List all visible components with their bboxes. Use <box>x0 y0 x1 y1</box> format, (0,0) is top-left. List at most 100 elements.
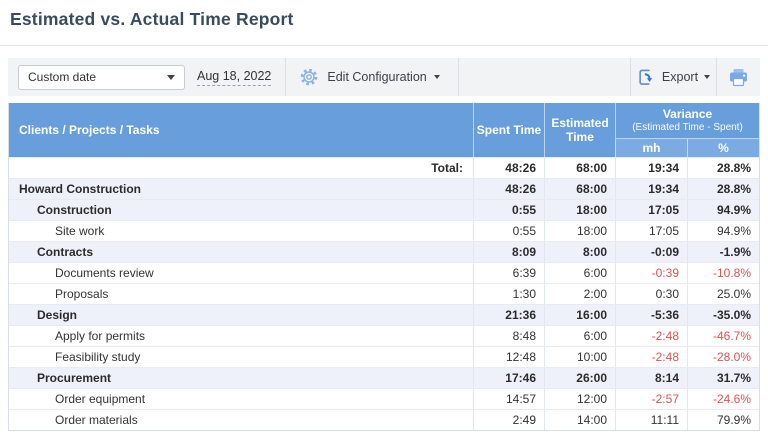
table-row: Documents review 6:39 6:00 -0:39 -10.8% <box>9 262 759 283</box>
cell-estimated: 6:00 <box>544 326 615 346</box>
row-label: Howard Construction <box>19 182 141 196</box>
table-body: Total: 48:26 68:00 19:34 28.8% Howard Co… <box>9 157 759 430</box>
cell-spent: 14:57 <box>473 389 544 409</box>
gear-icon <box>300 68 318 86</box>
cell-pct: 31.7% <box>687 368 759 388</box>
toolbar-divider <box>716 58 717 96</box>
total-row: Total: 48:26 68:00 19:34 28.8% <box>9 157 759 178</box>
cell-spent: 12:48 <box>473 347 544 367</box>
cell-estimated: 14:00 <box>544 410 615 430</box>
total-label: Total: <box>431 161 463 175</box>
column-header-spent-time: Spent Time <box>473 103 544 157</box>
cell-pct: -28.0% <box>687 347 759 367</box>
cell-spent: 48:26 <box>473 179 544 199</box>
cell-estimated: 12:00 <box>544 389 615 409</box>
table-row[interactable]: Contracts 8:09 8:00 -0:09 -1.9% <box>9 241 759 262</box>
cell-mh: 17:05 <box>615 221 687 241</box>
row-label: Procurement <box>37 371 112 385</box>
cell-estimated: 26:00 <box>544 368 615 388</box>
row-label: Documents review <box>55 266 154 280</box>
cell-estimated: 2:00 <box>544 284 615 304</box>
row-label: Design <box>37 308 78 322</box>
table-row: Proposals 1:30 2:00 0:30 25.0% <box>9 283 759 304</box>
printer-icon <box>728 68 749 87</box>
row-label: Order equipment <box>55 392 146 406</box>
row-label: Construction <box>37 203 112 217</box>
row-label: Order materials <box>55 413 138 427</box>
cell-estimated: 18:00 <box>544 200 615 220</box>
cell-estimated: 68:00 <box>544 158 615 178</box>
cell-spent: 6:39 <box>473 263 544 283</box>
table-row: Feasibility study 12:48 10:00 -2:48 -28.0% <box>9 346 759 367</box>
chevron-down-icon <box>167 74 175 80</box>
report-table: Clients / Projects / Tasks Spent Time Es… <box>8 103 760 431</box>
row-label: Site work <box>55 224 105 238</box>
export-icon <box>637 68 656 87</box>
page-title: Estimated vs. Actual Time Report <box>10 9 294 29</box>
chevron-down-icon <box>433 75 440 79</box>
table-row[interactable]: Howard Construction 48:26 68:00 19:34 28.8% <box>9 178 759 199</box>
print-button[interactable] <box>717 58 760 96</box>
cell-mh: -2:48 <box>615 347 687 367</box>
cell-pct: -35.0% <box>687 305 759 325</box>
column-header-variance: Variance (Estimated Time - Spent) <box>615 103 759 139</box>
variance-sublabel: (Estimated Time - Spent) <box>632 121 743 133</box>
toolbar-divider <box>457 58 459 96</box>
row-label: Apply for permits <box>55 329 146 343</box>
cell-mh: 17:05 <box>615 200 687 220</box>
table-row: Order materials 2:49 14:00 11:11 79.9% <box>9 409 759 430</box>
title-divider <box>0 45 768 46</box>
toolbar-divider <box>630 58 631 96</box>
cell-spent: 1:30 <box>473 284 544 304</box>
cell-estimated: 8:00 <box>544 242 615 262</box>
cell-mh: -5:36 <box>615 305 687 325</box>
cell-pct: 28.8% <box>687 158 759 178</box>
cell-pct: -46.7% <box>687 326 759 346</box>
cell-mh: -0:39 <box>615 263 687 283</box>
row-label: Contracts <box>37 245 94 259</box>
cell-pct: 94.9% <box>687 200 759 220</box>
date-range-select[interactable]: Custom date <box>18 64 185 90</box>
cell-estimated: 6:00 <box>544 263 615 283</box>
table-row: Apply for permits 8:48 6:00 -2:48 -46.7% <box>9 325 759 346</box>
cell-spent: 21:36 <box>473 305 544 325</box>
cell-estimated: 10:00 <box>544 347 615 367</box>
column-header-tasks: Clients / Projects / Tasks <box>19 123 160 137</box>
date-range-selected-value: Custom date <box>28 70 97 84</box>
table-row[interactable]: Construction 0:55 18:00 17:05 94.9% <box>9 199 759 220</box>
cell-spent: 2:49 <box>473 410 544 430</box>
cell-pct: 28.8% <box>687 179 759 199</box>
edit-configuration-button[interactable]: Edit Configuration <box>300 68 440 86</box>
cell-mh: 19:34 <box>615 179 687 199</box>
row-label: Feasibility study <box>55 350 141 364</box>
variance-label: Variance <box>662 106 713 121</box>
column-header-percent: % <box>687 139 759 157</box>
date-picker-value[interactable]: Aug 18, 2022 <box>197 69 272 86</box>
estimated-time-label-line2: Time <box>566 130 594 144</box>
cell-pct: -24.6% <box>687 389 759 409</box>
cell-mh: -2:48 <box>615 326 687 346</box>
estimated-time-label-line1: Estimated <box>551 115 609 130</box>
cell-mh: 8:14 <box>615 368 687 388</box>
cell-pct: -10.8% <box>687 263 759 283</box>
cell-spent: 0:55 <box>473 200 544 220</box>
cell-pct: 94.9% <box>687 221 759 241</box>
cell-mh: 0:30 <box>615 284 687 304</box>
cell-mh: 11:11 <box>615 410 687 430</box>
table-row: Site work 0:55 18:00 17:05 94.9% <box>9 220 759 241</box>
cell-mh: 19:34 <box>615 158 687 178</box>
cell-estimated: 18:00 <box>544 221 615 241</box>
column-header-mh: mh <box>615 139 687 157</box>
table-row[interactable]: Procurement 17:46 26:00 8:14 31.7% <box>9 367 759 388</box>
export-button[interactable]: Export <box>631 58 716 96</box>
table-row[interactable]: Design 21:36 16:00 -5:36 -35.0% <box>9 304 759 325</box>
cell-pct: 25.0% <box>687 284 759 304</box>
cell-spent: 48:26 <box>473 158 544 178</box>
cell-spent: 8:48 <box>473 326 544 346</box>
cell-spent: 8:09 <box>473 242 544 262</box>
export-label: Export <box>661 70 699 84</box>
cell-estimated: 16:00 <box>544 305 615 325</box>
table-header: Clients / Projects / Tasks Spent Time Es… <box>9 103 759 157</box>
cell-estimated: 68:00 <box>544 179 615 199</box>
